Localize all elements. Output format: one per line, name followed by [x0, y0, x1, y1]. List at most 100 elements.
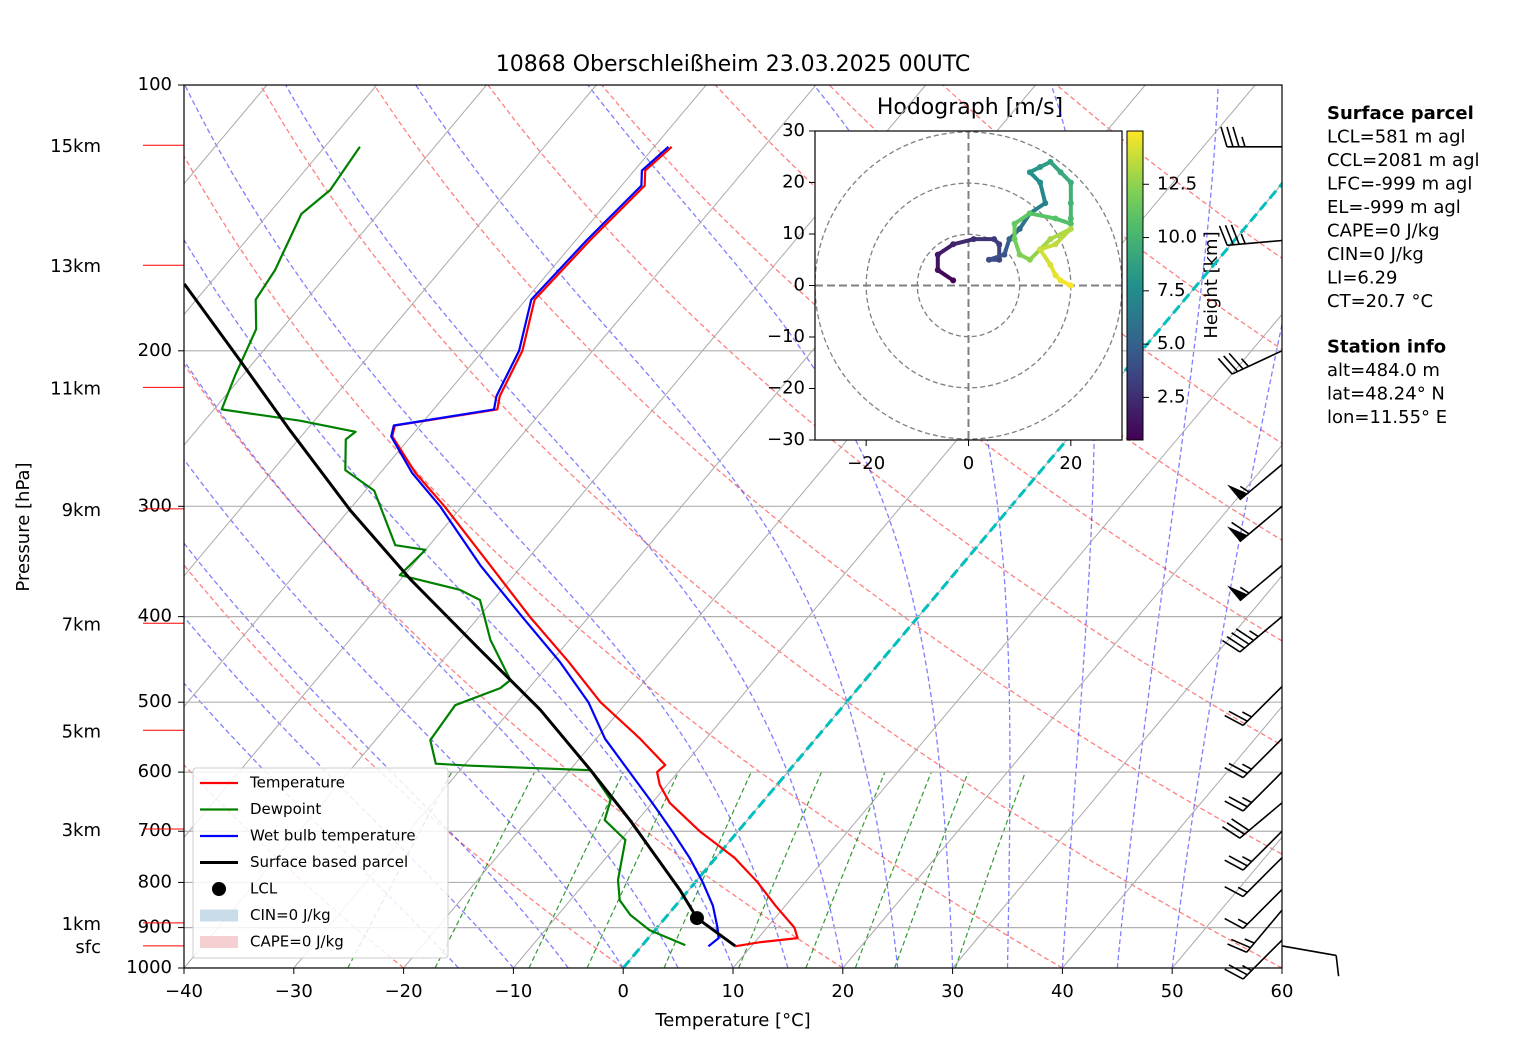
colorbar-tick-label: 12.5 [1157, 173, 1197, 194]
barb-shaft [1231, 350, 1283, 375]
hodograph-point [950, 277, 957, 284]
hodograph-point [1047, 261, 1054, 268]
wind-barb [1224, 830, 1283, 871]
panel-line: CIN=0 J/kg [1327, 244, 1424, 265]
y-tick-label: 600 [138, 761, 172, 782]
barb-feather [1335, 955, 1340, 977]
plot-frame [183, 84, 1283, 969]
barb-feather [1224, 968, 1244, 980]
panel-title: Station info [1327, 337, 1446, 358]
barb-shaft [1239, 505, 1283, 543]
barb-feather [1220, 126, 1228, 148]
hodograph-point [934, 251, 941, 258]
hodograph-point [1067, 200, 1074, 207]
barb-feather [1228, 855, 1248, 867]
barb-half [1242, 711, 1252, 718]
barb-half [1242, 855, 1252, 863]
moist-adiabat [285, 85, 844, 968]
dry-adiabat [828, 85, 1282, 445]
hodograph-y-tick-label: 20 [782, 172, 805, 193]
dry-adiabat [184, 564, 624, 968]
height-label: 13km [50, 256, 101, 277]
grid-line [732, 313, 1282, 968]
wind-barb [1217, 350, 1283, 375]
barb-half [1237, 918, 1248, 925]
hodograph-y-tick-label: 0 [794, 275, 805, 296]
y-axis-label: Pressure [hPa] [13, 462, 34, 591]
x-tick-label: 20 [831, 981, 854, 1002]
y-tick-label: 400 [138, 606, 172, 627]
hodograph-segment [1027, 211, 1058, 221]
legend-swatch [200, 909, 238, 922]
hodograph-point [1037, 246, 1044, 253]
barb-feather [1231, 938, 1251, 949]
barb-half [1240, 233, 1246, 245]
grid-line [842, 444, 1282, 968]
wind-barb [1218, 224, 1283, 247]
barb-shaft [1281, 945, 1337, 957]
barb-feather [1224, 859, 1244, 871]
barb-feather [1218, 225, 1228, 246]
wind-barb [1227, 564, 1283, 602]
height-label: 1km [62, 914, 101, 935]
barb-feather [1224, 800, 1244, 812]
moist-adiabat [184, 85, 789, 968]
barb-half [1242, 763, 1252, 770]
x-axis-label: Temperature [°C] [654, 1010, 810, 1031]
barb-feather [1226, 822, 1245, 835]
hodograph-segment [1053, 226, 1073, 247]
y-tick-label: 900 [138, 917, 172, 938]
colorbar-tick-label: 5.0 [1157, 333, 1186, 354]
panel-title: Surface parcel [1327, 103, 1474, 124]
barb-feather [1221, 639, 1241, 653]
barb-shaft [1242, 857, 1283, 898]
x-tick-label: 0 [617, 981, 628, 1002]
moist-adiabat [415, 85, 899, 968]
barb-feather [1224, 714, 1244, 727]
height-label: sfc [75, 937, 101, 958]
hodograph-point [1067, 225, 1074, 232]
barb-pennant [1227, 484, 1248, 500]
moist-adiabat [184, 615, 514, 968]
legend-label: Temperature [249, 774, 345, 792]
hodograph-y-tick-label: −30 [767, 429, 805, 450]
hodograph-point [1047, 236, 1054, 243]
legend-label: Surface based parcel [250, 853, 408, 871]
barb-half [1239, 485, 1250, 493]
moist-adiabat [184, 359, 679, 968]
barb-feather [1228, 796, 1248, 808]
barb-half [1237, 886, 1248, 894]
barb-shaft [1239, 802, 1283, 839]
x-tick-label: 40 [1051, 981, 1074, 1002]
panel-line: LCL=581 m agl [1327, 127, 1466, 148]
legend-label: CAPE=0 J/kg [250, 933, 344, 951]
height-label: 7km [62, 614, 101, 635]
moist-adiabat [1171, 321, 1282, 968]
legend-box [192, 767, 449, 959]
barb-feather [1224, 767, 1244, 779]
isotherm [184, 85, 707, 708]
hodograph-point [1067, 215, 1074, 222]
y-tick-label: 100 [138, 74, 172, 95]
freezing-isotherm [622, 181, 1282, 968]
barb-feather [1223, 355, 1239, 373]
hodograph-segment [1012, 211, 1032, 226]
barb-shaft [1239, 463, 1283, 501]
colorbar-tick-label: 10.0 [1157, 227, 1197, 248]
hodograph-point [1006, 236, 1013, 243]
colorbar-tick-label: 2.5 [1157, 386, 1186, 407]
hodograph-background [815, 131, 1122, 440]
wind-barb [1227, 463, 1283, 501]
wind-barb [1224, 685, 1283, 727]
barb-feather [1231, 818, 1250, 832]
hodograph-point [1052, 215, 1059, 222]
hodograph-point [996, 241, 1003, 248]
legend: Temperature Dewpoint Wet bulb temperature S… [192, 767, 449, 959]
hodograph-y-tick-label: 30 [782, 120, 805, 141]
hodograph-point [996, 256, 1003, 263]
barb-half [1249, 630, 1259, 638]
y-tick-label: 1000 [126, 957, 172, 978]
barb-feather [1226, 126, 1234, 148]
wind-barb [1224, 738, 1283, 779]
